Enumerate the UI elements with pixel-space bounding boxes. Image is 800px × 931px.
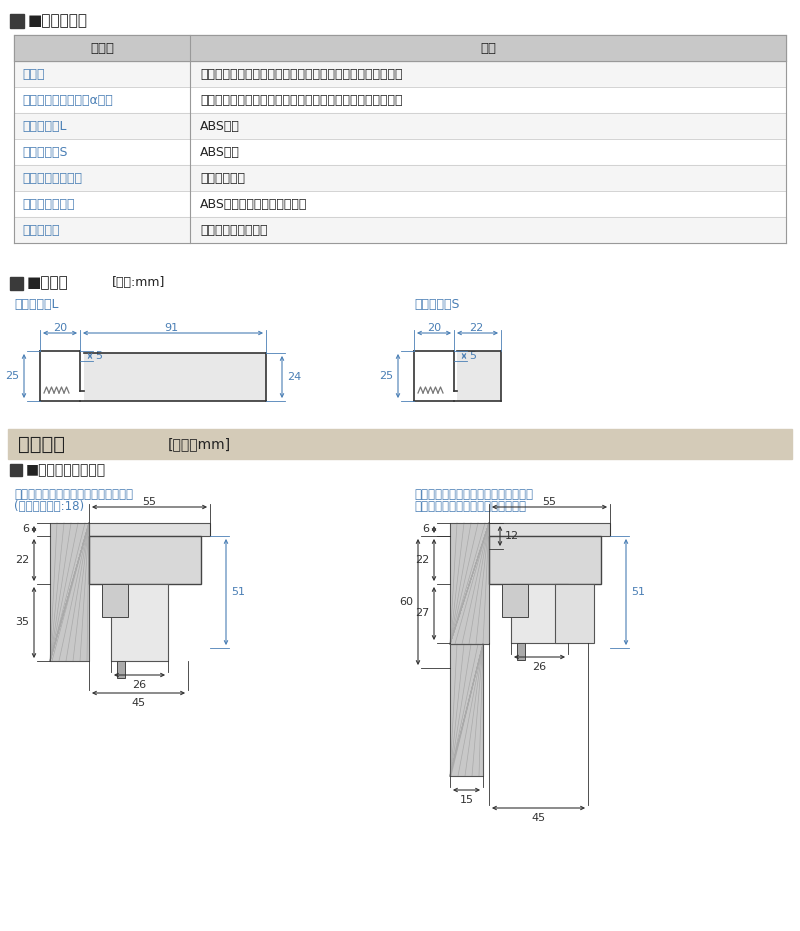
Text: 45: 45 [531,813,545,823]
Bar [14,35,786,61]
Text: ナイロン樹脂: ナイロン樹脂 [200,171,245,184]
Text: 6: 6 [22,524,29,534]
Text: ABS樹脂: ABS樹脂 [200,145,240,158]
Bar [450,644,483,776]
Bar [450,644,483,776]
Text: アルミ押出し形材＋ポリオレフィン系樹脂シートラッピング: アルミ押出し形材＋ポリオレフィン系樹脂シートラッピング [200,68,402,80]
Bar [111,584,168,661]
Text: アルミ押出し形材＋ポリオレフィン系樹脂シートラッピング: アルミ押出し形材＋ポリオレフィン系樹脂シートラッピング [200,93,402,106]
Text: 12: 12 [505,531,519,541]
Bar [14,61,786,87]
Bar [502,584,528,617]
Text: 91: 91 [164,323,178,333]
Text: 26: 26 [533,662,546,672]
Text: ABS樹脂: ABS樹脂 [200,119,240,132]
Text: フィニアルS: フィニアルS [22,145,67,158]
Bar [89,523,210,536]
Text: 5: 5 [469,351,476,361]
Text: 部品名: 部品名 [90,42,114,55]
Text: 電気亜邉メッキ銅板: 電気亜邉メッキ銅板 [200,223,267,236]
Bar [50,523,89,661]
Text: ファンティアフィルα静音: ファンティアフィルα静音 [22,93,113,106]
Text: ＋後付けリングランナーマグネット: ＋後付けリングランナーマグネット [414,501,526,514]
Text: 5: 5 [95,351,102,361]
Bar [102,584,128,617]
Bar [14,217,786,243]
Text: 60: 60 [399,597,413,607]
Text: 取付け図: 取付け図 [18,435,65,453]
Text: 26: 26 [133,680,146,690]
Bar [10,277,23,290]
Text: ■寸法図: ■寸法図 [27,276,69,290]
Text: 27: 27 [414,608,429,618]
Bar [10,464,22,476]
Text: 6: 6 [422,524,429,534]
Text: リングランナー: リングランナー [22,197,74,210]
Text: 22: 22 [14,555,29,565]
Text: 15: 15 [459,795,474,805]
Text: [単位:mm]: [単位:mm] [112,277,166,290]
Text: ■部品の材質: ■部品の材質 [28,14,88,29]
Text: 35: 35 [15,617,29,627]
Bar [89,536,201,584]
Text: 51: 51 [631,587,645,597]
Bar [14,113,786,139]
Text: レール: レール [22,68,45,80]
Text: 22: 22 [469,323,483,333]
Text: 材質: 材質 [480,42,496,55]
Bar [84,353,266,401]
Text: フィニアルL: フィニアルL [14,299,58,312]
Text: 24: 24 [287,372,302,382]
Bar [489,523,610,536]
Text: 20: 20 [53,323,67,333]
Text: ■シングル正面付け: ■シングル正面付け [26,463,106,477]
Text: [単位：mm]: [単位：mm] [168,437,231,451]
Bar [489,536,601,584]
Bar [14,191,786,217]
Bar [555,584,594,643]
Text: 55: 55 [542,497,556,507]
Text: 22: 22 [414,555,429,565]
Text: 20: 20 [427,323,441,333]
Bar [50,523,89,661]
Bar [14,139,786,165]
Bar [8,429,792,459]
Bar [517,643,525,660]
Bar [457,351,501,401]
Text: ブラケット: ブラケット [22,223,59,236]
Bar [450,523,489,644]
Text: 55: 55 [142,497,156,507]
Bar [117,661,125,678]
Text: キャップストップ: キャップストップ [22,171,82,184]
Text: (ブラケット幅:18): (ブラケット幅:18) [14,501,84,514]
Text: 45: 45 [131,698,145,708]
Text: フィニアルS: フィニアルS [414,299,459,312]
Text: ワンタッチロングシングルブラケット: ワンタッチロングシングルブラケット [14,488,133,501]
Bar [511,584,568,643]
Text: 25: 25 [5,371,19,381]
Bar [450,523,489,644]
Bar [14,87,786,113]
Bar [14,165,786,191]
Text: ABS樹脂＋ポリエチレン樹脂: ABS樹脂＋ポリエチレン樹脂 [200,197,307,210]
Bar [10,14,24,28]
Text: 25: 25 [379,371,393,381]
Text: ワンタッチロングシングルブラケット: ワンタッチロングシングルブラケット [414,488,533,501]
Text: 51: 51 [231,587,245,597]
Text: フィニアルL: フィニアルL [22,119,66,132]
